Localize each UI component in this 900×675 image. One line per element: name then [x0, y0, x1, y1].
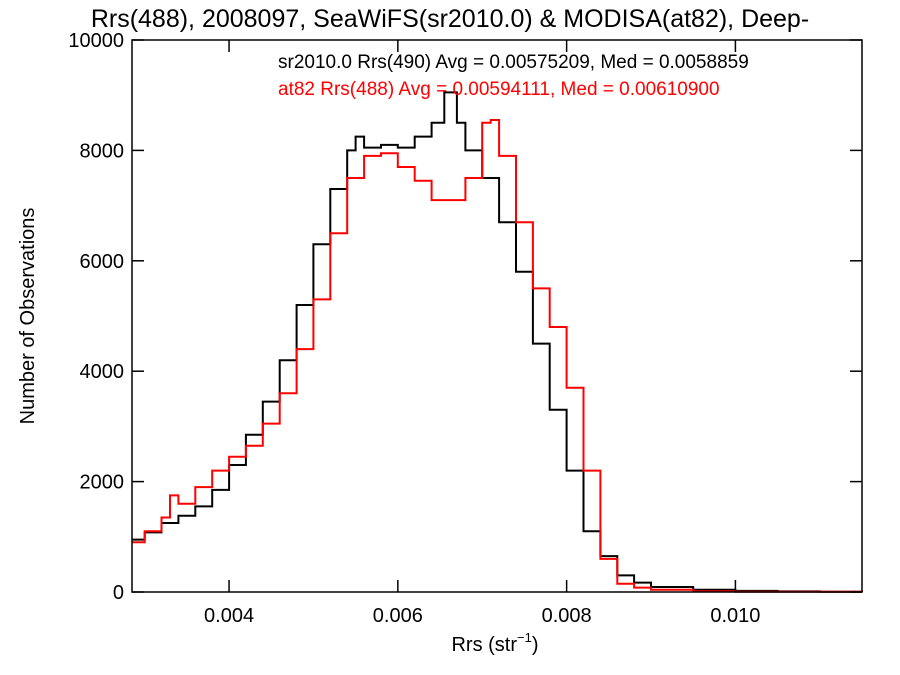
x-axis-label-main: Rrs (str	[451, 634, 517, 656]
chart-title: Rrs(488), 2008097, SeaWiFS(sr2010.0) & M…	[91, 5, 809, 33]
series-line-1	[132, 119, 863, 593]
x-tick-label: 0.008	[542, 605, 592, 627]
y-tick-label: 8000	[80, 140, 125, 162]
x-tick-label: 0.006	[373, 605, 423, 627]
x-axis-label-superscript: −1	[517, 630, 532, 645]
annotation-sr2010-stats: sr2010.0 Rrs(490) Avg = 0.00575209, Med …	[278, 52, 749, 73]
x-axis-label: Rrs (str−1)	[451, 630, 538, 656]
x-tick-label: 0.010	[710, 605, 760, 627]
y-tick-label: 0	[113, 582, 124, 604]
y-tick-label: 4000	[80, 361, 125, 383]
series-layer	[132, 91, 863, 593]
y-tick-label: 10000	[68, 30, 124, 52]
y-tick-label: 6000	[80, 251, 125, 273]
y-axis-label: Number of Observations	[17, 208, 39, 425]
x-axis-label-close: )	[532, 634, 539, 656]
annotation-at82-stats: at82 Rrs(488) Avg = 0.00594111, Med = 0.…	[278, 79, 720, 100]
y-tick-label: 2000	[80, 472, 125, 494]
x-axis: 0.004 0.006 0.008 0.010	[204, 40, 760, 627]
series-line-0	[132, 91, 863, 593]
y-axis: 0 2000 4000 6000 8000 10000	[68, 30, 862, 604]
x-tick-label: 0.004	[204, 605, 254, 627]
plot-frame	[131, 39, 863, 593]
